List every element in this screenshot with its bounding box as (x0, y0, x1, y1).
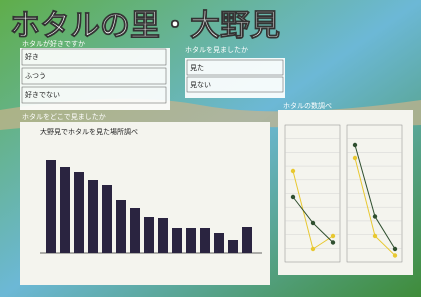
bar (228, 240, 238, 253)
bar (74, 172, 84, 253)
row-label: 好きでない (25, 90, 60, 99)
bar (46, 160, 56, 253)
count-point (393, 253, 397, 257)
poster: ホタルの里・大野見 ホタルが好きですか ホタルを見ましたか ホタルをどこで見まし… (0, 0, 421, 297)
row-label: ふつう (25, 72, 46, 80)
count-point (331, 240, 335, 244)
seen-question: ホタルを見ましたか (185, 45, 248, 54)
row-label: 好き (25, 52, 39, 61)
bar (158, 218, 168, 253)
bar (172, 228, 182, 253)
count-point (353, 143, 357, 147)
count-point (291, 169, 295, 173)
like-question: ホタルが好きですか (22, 39, 85, 48)
bar (102, 185, 112, 253)
count-point (373, 214, 377, 218)
bar-title: 大野見でホタルを見た場所調べ (40, 127, 138, 136)
count-point (373, 234, 377, 238)
bar (242, 227, 252, 253)
count-point (291, 195, 295, 199)
poster-title: ホタルの里・大野見 (10, 9, 280, 44)
bar (200, 228, 210, 253)
count-title: ホタルの数調べ (283, 101, 332, 110)
bar (60, 167, 70, 253)
count-point (331, 234, 335, 238)
row-label: 見た (190, 64, 204, 72)
count-point (311, 221, 315, 225)
page: ホタルの里・大野見 ホタルが好きですか ホタルを見ましたか ホタルをどこで見まし… (0, 0, 421, 297)
row-label: 見ない (190, 81, 211, 89)
count-point (311, 247, 315, 251)
count-point (353, 156, 357, 160)
bar (88, 180, 98, 253)
bar (116, 200, 126, 253)
bar (186, 228, 196, 253)
bar (214, 233, 224, 253)
bar-panel (20, 122, 270, 285)
where-label: ホタルをどこで見ましたか (22, 112, 106, 121)
count-point (393, 247, 397, 251)
bar (130, 208, 140, 253)
bar (144, 217, 154, 253)
